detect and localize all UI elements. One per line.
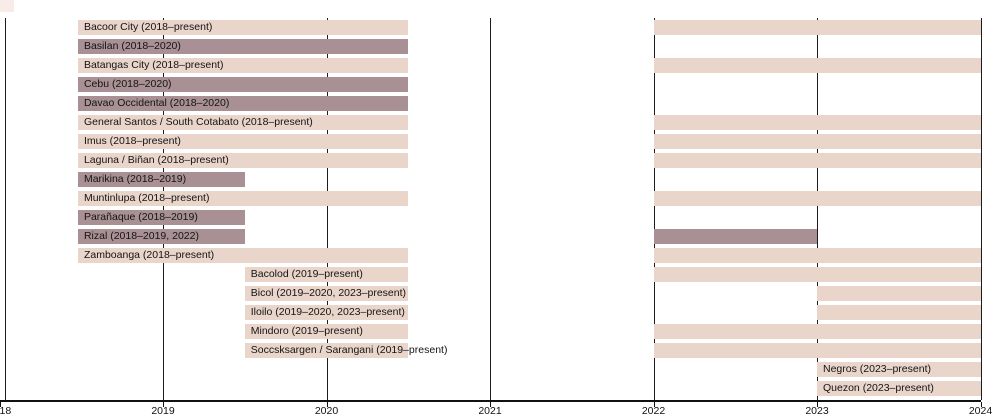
x-axis-tick-label: 2020	[314, 405, 339, 417]
timeline-bar-segment	[653, 267, 981, 282]
x-axis-tick-label: 2018	[0, 405, 12, 417]
x-axis-tick-2024	[980, 402, 982, 407]
x-axis-tick-2019	[163, 402, 164, 407]
x-axis-tick-label: 2024	[968, 405, 993, 417]
timeline-bar-segment: Bacolod (2019–present)	[244, 267, 409, 282]
team-label: Iloilo (2019–2020, 2023–present)	[250, 306, 405, 318]
team-label: Rizal (2018–2019, 2022)	[83, 230, 199, 242]
timeline-bar-segment	[653, 248, 981, 263]
timeline-bar-segment	[653, 134, 981, 149]
team-label: Davao Occidental (2018–2020)	[83, 97, 230, 109]
year-gridline-2019	[163, 18, 164, 400]
plot-right-border	[980, 18, 982, 400]
year-gridline-2022	[653, 18, 655, 400]
timeline-bar-segment	[653, 153, 981, 168]
timeline-bar-segment: Imus (2018–present)	[77, 134, 409, 149]
timeline-bar-segment: Zamboanga (2018–present)	[77, 248, 409, 263]
team-label: General Santos / South Cotabato (2018–pr…	[83, 116, 313, 128]
x-axis-tick-label: 2022	[641, 405, 666, 417]
team-label: Quezon (2023–present)	[823, 382, 934, 394]
timeline-bar-segment: General Santos / South Cotabato (2018–pr…	[77, 115, 409, 130]
timeline-bar-segment: Bacoor City (2018–present)	[77, 20, 409, 35]
team-label: Bacoor City (2018–present)	[83, 21, 213, 33]
team-label: Negros (2023–present)	[823, 363, 931, 375]
timeline-bar-segment	[653, 229, 817, 244]
timeline-bar-segment	[817, 286, 981, 301]
decorative-corner-fragment	[0, 0, 14, 12]
timeline-bar-segment: Mindoro (2019–present)	[244, 324, 409, 339]
team-label: Cebu (2018–2020)	[83, 78, 172, 90]
year-gridline-2023	[817, 18, 818, 400]
x-axis-tick-label: 2021	[478, 405, 502, 417]
team-label: Basilan (2018–2020)	[83, 40, 181, 52]
timeline-bar-segment	[653, 343, 981, 358]
year-gridline-2021	[490, 18, 491, 400]
timeline-bar-segment	[653, 191, 981, 206]
team-label: Bacolod (2019–present)	[250, 268, 363, 280]
timeline-bar-segment	[653, 115, 981, 130]
team-label: Bicol (2019–2020, 2023–present)	[250, 287, 407, 299]
timeline-bar-segment: Batangas City (2018–present)	[77, 58, 409, 73]
timeline-bar-segment: Iloilo (2019–2020, 2023–present)	[244, 305, 409, 320]
timeline-bar-segment	[653, 58, 981, 73]
timeline-bar-segment: Marikina (2018–2019)	[77, 172, 245, 187]
year-gridline-2020	[326, 18, 328, 400]
timeline-bar-segment: Basilan (2018–2020)	[77, 39, 409, 54]
timeline-bar-segment: Negros (2023–present)	[817, 362, 981, 377]
team-label: Laguna / Biñan (2018–present)	[83, 154, 229, 166]
team-label: Muntinlupa (2018–present)	[83, 192, 210, 204]
team-label: Parañaque (2018–2019)	[83, 211, 198, 223]
team-label: Zamboanga (2018–present)	[83, 249, 215, 261]
timeline-bar-segment: Muntinlupa (2018–present)	[77, 191, 409, 206]
x-axis-tick-label: 2019	[151, 405, 175, 417]
x-axis-baseline	[0, 400, 981, 402]
team-label: Imus (2018–present)	[83, 135, 181, 147]
timeline-bar-segment	[817, 305, 981, 320]
team-label: Soccsksargen / Sarangani (2019–present)	[250, 344, 448, 356]
timeline-bar-segment: Bicol (2019–2020, 2023–present)	[244, 286, 409, 301]
team-label: Batangas City (2018–present)	[83, 59, 224, 71]
timeline-bar-segment: Rizal (2018–2019, 2022)	[77, 229, 245, 244]
x-axis-tick-label: 2023	[805, 405, 829, 417]
timeline-bar-segment	[653, 20, 981, 35]
x-axis-tick-2021	[490, 402, 491, 407]
x-axis-tick-2022	[653, 402, 655, 407]
timeline-bar-segment	[653, 324, 981, 339]
timeline-bar-segment: Parañaque (2018–2019)	[77, 210, 245, 225]
timeline-bar-segment: Quezon (2023–present)	[817, 381, 981, 396]
team-label: Mindoro (2019–present)	[250, 325, 363, 337]
x-axis-tick-2020	[326, 402, 328, 407]
timeline-bar-segment: Laguna / Biñan (2018–present)	[77, 153, 409, 168]
x-axis-tick-2023	[817, 402, 818, 407]
timeline-bar-segment: Davao Occidental (2018–2020)	[77, 96, 409, 111]
timeline-bar-segment: Cebu (2018–2020)	[77, 77, 409, 92]
x-axis-tick-2018	[0, 402, 1, 407]
plot-left-border	[5, 18, 6, 400]
timeline-bar-segment: Soccsksargen / Sarangani (2019–present)	[244, 343, 447, 358]
team-label: Marikina (2018–2019)	[83, 173, 187, 185]
